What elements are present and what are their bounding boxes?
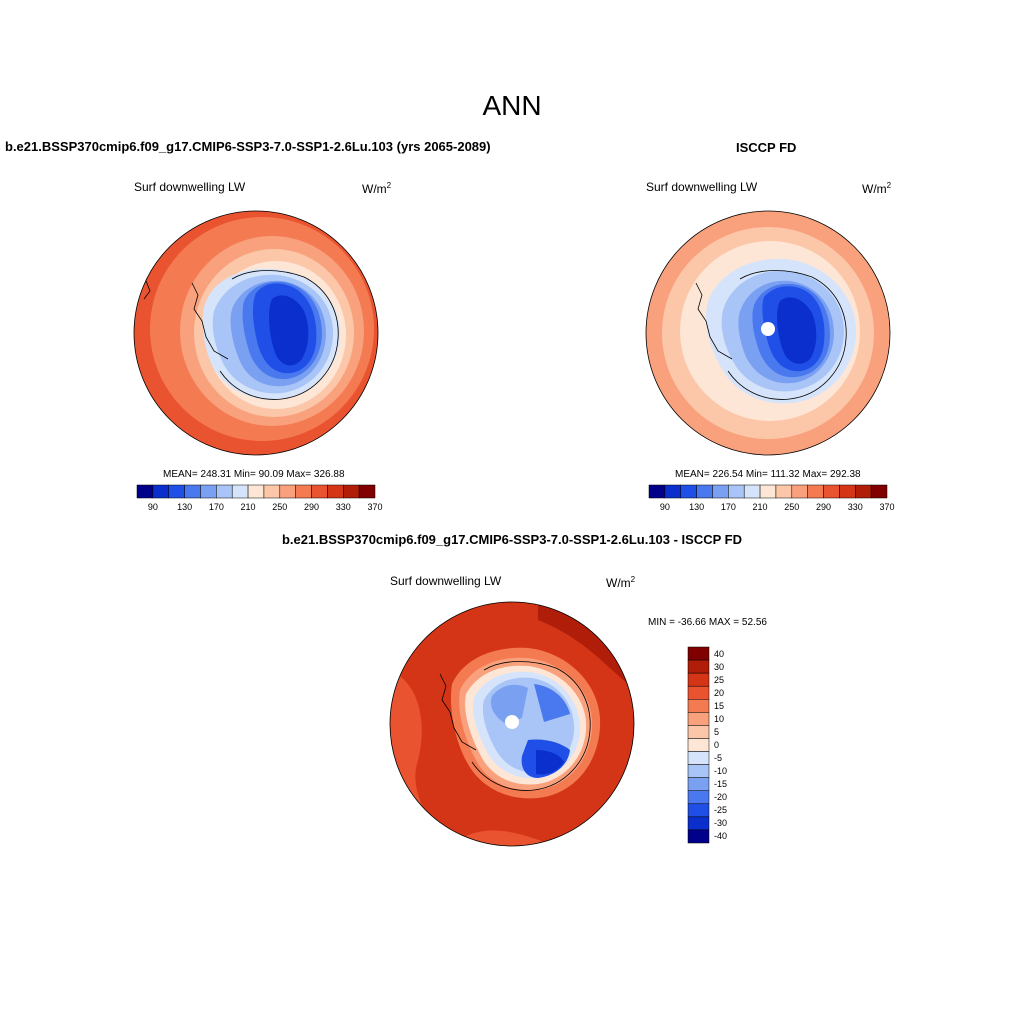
model-colorbar — [136, 484, 376, 499]
colorbar-swatch — [687, 803, 710, 818]
colorbar-swatch — [807, 484, 824, 499]
colorbar-swatch — [343, 484, 360, 499]
diff-variable-label: Surf downwelling LW — [390, 574, 502, 588]
diff-colorbar — [687, 646, 710, 844]
colorbar-swatch — [687, 829, 710, 844]
colorbar-tick-label: 250 — [272, 502, 288, 512]
colorbar-swatch — [216, 484, 233, 499]
colorbar-tick-label: 370 — [367, 502, 383, 512]
colorbar-swatch — [231, 484, 249, 499]
colorbar-swatch — [687, 738, 710, 752]
colorbar-swatch — [870, 484, 888, 499]
obs-units-label: W/m2 — [862, 181, 892, 196]
obs-panel-title: ISCCP FD — [736, 140, 797, 155]
main-title: ANN — [482, 90, 542, 121]
colorbar-tick-label: 90 — [659, 502, 670, 512]
colorbar-swatch — [687, 646, 710, 661]
diff-units-label: W/m2 — [606, 575, 636, 590]
obs-polar-map — [645, 210, 891, 456]
colorbar-swatch — [687, 751, 710, 765]
colorbar-tick-label: -25 — [714, 805, 728, 816]
colorbar-swatch — [311, 484, 328, 499]
obs-variable-label: Surf downwelling LW — [646, 180, 758, 194]
colorbar-swatch — [680, 484, 697, 499]
colorbar-tick-label: 15 — [714, 700, 725, 711]
colorbar-swatch — [687, 790, 710, 805]
colorbar-tick-label: -10 — [714, 766, 728, 777]
colorbar-tick-label: 40 — [714, 648, 725, 659]
colorbar-swatch — [327, 484, 344, 499]
colorbar-swatch — [358, 484, 376, 499]
colorbar-tick-label: 20 — [714, 687, 725, 698]
colorbar-tick-label: 210 — [240, 502, 256, 512]
colorbar-tick-label: 5 — [714, 726, 720, 737]
colorbar-tick-label: 0 — [714, 740, 720, 750]
colorbar-swatch — [664, 484, 681, 499]
colorbar-tick-label: 330 — [847, 502, 863, 512]
colorbar-swatch — [200, 484, 217, 499]
colorbar-swatch — [687, 659, 710, 674]
colorbar-swatch — [687, 699, 710, 713]
colorbar-tick-label: 330 — [335, 502, 351, 512]
colorbar-swatch — [687, 725, 710, 739]
model-stats: MEAN= 248.31 Min= 90.09 Max= 326.88 — [163, 469, 345, 480]
colorbar-tick-label: 10 — [714, 713, 725, 724]
colorbar-swatch — [687, 712, 710, 726]
colorbar-swatch — [712, 484, 729, 499]
colorbar-tick-label: 210 — [752, 502, 768, 512]
colorbar-tick-label: -20 — [714, 792, 728, 803]
colorbar-tick-label: 130 — [689, 502, 705, 512]
colorbar-tick-label: 370 — [879, 502, 895, 512]
colorbar-swatch — [775, 484, 793, 499]
colorbar-swatch — [687, 777, 710, 791]
colorbar-swatch — [791, 484, 808, 499]
colorbar-tick-label: 170 — [720, 502, 736, 512]
colorbar-swatch — [247, 484, 265, 499]
obs-stats: MEAN= 226.54 Min= 111.32 Max= 292.38 — [675, 469, 861, 480]
colorbar-tick-label: 25 — [714, 674, 725, 685]
model-polar-map — [133, 210, 379, 456]
colorbar-swatch — [687, 764, 710, 778]
colorbar-swatch — [687, 685, 710, 700]
colorbar-swatch — [696, 484, 713, 499]
colorbar-swatch — [136, 484, 154, 499]
colorbar-tick-label: 30 — [714, 661, 725, 672]
colorbar-tick-label: 250 — [784, 502, 800, 512]
diff-panel-title: b.e21.BSSP370cmip6.f09_g17.CMIP6-SSP3-7.… — [281, 532, 742, 547]
colorbar-tick-label: 170 — [208, 502, 224, 512]
colorbar-swatch — [855, 484, 872, 499]
colorbar-swatch — [152, 484, 169, 499]
colorbar-swatch — [743, 484, 761, 499]
model-units-label: W/m2 — [362, 181, 392, 196]
colorbar-swatch — [295, 484, 312, 499]
colorbar-tick-label: 290 — [304, 502, 320, 512]
model-panel-title: b.e21.BSSP370cmip6.f09_g17.CMIP6-SSP3-7.… — [5, 139, 491, 154]
colorbar-tick-label: -40 — [714, 831, 728, 842]
colorbar-swatch — [263, 484, 281, 499]
colorbar-swatch — [648, 484, 666, 499]
colorbar-swatch — [279, 484, 296, 499]
obs-colorbar — [648, 484, 888, 499]
colorbar-tick-label: -30 — [714, 818, 728, 829]
colorbar-swatch — [839, 484, 856, 499]
colorbar-tick-label: 290 — [816, 502, 832, 512]
colorbar-swatch — [759, 484, 777, 499]
colorbar-swatch — [687, 816, 710, 831]
colorbar-swatch — [687, 672, 710, 687]
colorbar-swatch — [168, 484, 185, 499]
colorbar-tick-label: 90 — [147, 502, 158, 512]
colorbar-swatch — [728, 484, 745, 499]
model-variable-label: Surf downwelling LW — [134, 180, 246, 194]
colorbar-swatch — [823, 484, 840, 499]
colorbar-tick-label: 130 — [177, 502, 193, 512]
colorbar-tick-label: -15 — [714, 779, 728, 790]
colorbar-tick-label: -5 — [714, 753, 723, 764]
colorbar-swatch — [184, 484, 201, 499]
diff-polar-map — [389, 601, 635, 847]
diff-stats: MIN = -36.66 MAX = 52.56 — [648, 617, 767, 628]
